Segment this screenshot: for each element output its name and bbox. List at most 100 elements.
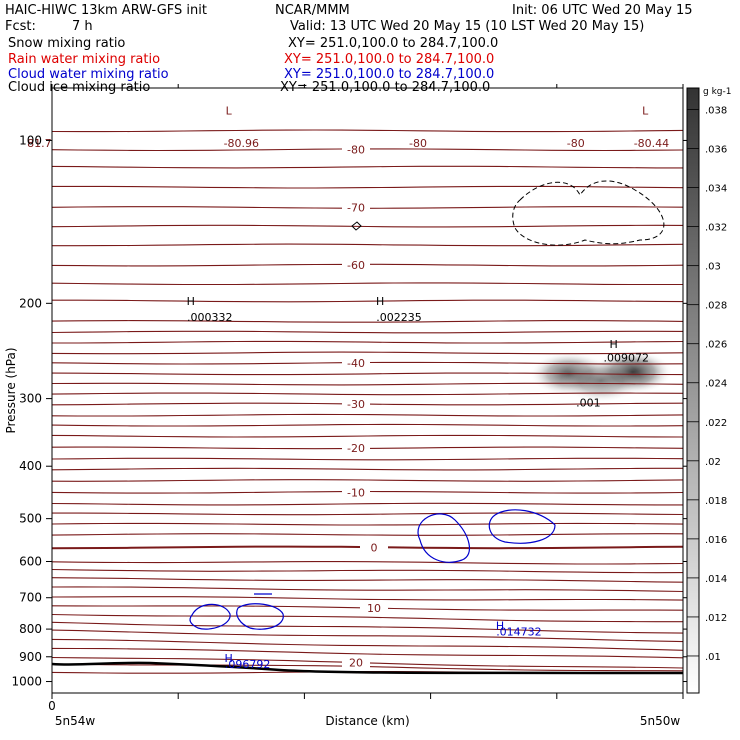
y-axis-label: Pressure (hPa): [4, 347, 18, 433]
y-tick-label-5: 600: [19, 554, 42, 568]
cloud-ice-contour: [512, 180, 665, 246]
colorbar-tick-label-5: .02: [705, 457, 721, 468]
temperature-contour-36: [52, 299, 684, 303]
plot-frame: [51, 87, 684, 694]
temperature-contour-34: [51, 330, 684, 334]
small-contour-diamond: [351, 221, 362, 231]
legend-rain-xy: XY= 251.0,100.0 to 284.7,100.0: [284, 52, 495, 67]
colorbar-tick-label-7: .024: [705, 379, 727, 390]
temperature-contour-28: [51, 392, 684, 396]
x-axis-label: Distance (km): [325, 714, 409, 728]
y-tick-label-8: 900: [19, 650, 42, 664]
colorbar-tick-label-9: .028: [705, 301, 727, 312]
temperature-contour-16: [51, 522, 684, 526]
fcst-label: Fcst:: [5, 19, 36, 34]
extrema-label-0: L: [226, 104, 233, 117]
colorbar-tick-label-14: .038: [705, 106, 727, 117]
snow-shading-2: [560, 358, 641, 403]
extrema-label-6: 81.7: [27, 137, 52, 150]
contour-label-19: -10: [347, 486, 365, 499]
org-label: NCAR/MMM: [275, 3, 350, 18]
temperature-contour-29: [51, 382, 684, 386]
temperature-contour-5: [51, 629, 684, 643]
extrema-label-5: -80: [567, 137, 585, 150]
y-tick-label-3: 400: [19, 459, 42, 473]
cloud-water-contour-3: [189, 603, 231, 630]
colorbar-tick-label-4: .018: [705, 496, 727, 507]
temperature-contour-17: [52, 512, 684, 516]
contour-label-14: 0: [371, 541, 378, 554]
temperature-contour-7: [51, 613, 683, 623]
temperature-contour-6: [51, 621, 684, 634]
colorbar: [686, 87, 700, 694]
extrema-label-14: H: [496, 620, 504, 633]
contour-label-bg-31: [342, 357, 370, 370]
contour-label-bg-27: [342, 398, 370, 411]
contour-label-38: -60: [347, 259, 365, 272]
extrema-label-15: .014732: [496, 625, 542, 638]
y-tick-label-6: 700: [19, 591, 42, 605]
contour-label-41: -70: [347, 201, 365, 214]
plot-title: HAIC-HIWC 13km ARW-GFS init: [5, 3, 207, 18]
legend-cloudwater-xy: XY= 251.0,100.0 to 284.7,100.0: [284, 67, 495, 82]
temperature-contour-26: [51, 413, 684, 417]
temperature-contour-24: [51, 434, 684, 438]
temperature-contour-20: [51, 479, 684, 482]
temperature-contour-45: [51, 129, 684, 133]
temperature-contour-12: [51, 568, 684, 574]
extrema-label-16: H: [225, 652, 233, 665]
temperature-contour-22: [51, 457, 684, 461]
contour-label-bg-38: [342, 259, 370, 272]
temperature-contour-25: [51, 423, 684, 427]
legend-cloudwater-label: Cloud water mixing ratio: [8, 67, 169, 82]
contour-label-8: 10: [367, 602, 381, 615]
contour-label-bg-44: [342, 143, 370, 156]
colorbar-tick-label-13: .036: [705, 145, 727, 156]
colorbar-tick-label-11: .032: [705, 223, 727, 234]
contour-label-bg-8: [360, 602, 388, 615]
init-time: Init: 06 UTC Wed 20 May 15: [512, 3, 693, 18]
x-zero-label: 0: [48, 699, 56, 713]
contour-label-bg-14: [360, 541, 388, 554]
valid-time: Valid: 13 UTC Wed 20 May 15 (10 LST Wed …: [290, 19, 645, 34]
temperature-contour-40: [51, 224, 684, 228]
fcst-value: 7 h: [72, 19, 93, 34]
temperature-contour-39: [52, 243, 684, 247]
x-start-label: 5n54w: [55, 714, 96, 728]
extrema-label-11: H: [609, 338, 617, 351]
colorbar-tick-label-12: .034: [705, 184, 727, 195]
contour-label-44: -80: [347, 144, 365, 157]
legend-snow-label: Snow mixing ratio: [8, 36, 126, 51]
temperature-contour-21: [51, 467, 683, 471]
extrema-label-10: .002235: [376, 311, 422, 324]
contour-label-bg-23: [342, 441, 370, 454]
temperature-contour-9: [51, 596, 684, 601]
temperature-contour-37: [51, 282, 683, 286]
extrema-label-17: .096792: [225, 658, 271, 671]
y-tick-label-4: 500: [19, 512, 42, 526]
colorbar-tick-label-6: .022: [705, 418, 727, 429]
extrema-label-2: L: [642, 104, 649, 117]
y-tick-label-1: 200: [19, 296, 42, 310]
colorbar-tick-label-3: .016: [705, 535, 727, 546]
temperature-contour-15: [51, 533, 684, 536]
temperature-contour-35: [51, 320, 684, 323]
contour-label-bg-19: [342, 486, 370, 499]
extrema-label-4: -80: [409, 137, 427, 150]
extrema-label-9: H: [376, 295, 384, 308]
colorbar-unit: g kg-1: [703, 87, 731, 97]
y-tick-label-2: 300: [19, 392, 42, 406]
temperature-contour-42: [52, 185, 684, 189]
temperature-contour-10: [51, 586, 684, 593]
cloud-water-contour-4: [236, 603, 284, 630]
extrema-label-13: .001: [576, 396, 601, 409]
colorbar-tick-label-8: .026: [705, 340, 727, 351]
y-tick-label-7: 800: [19, 622, 42, 636]
temperature-contour-11: [51, 577, 684, 583]
temperature-contour-18: [51, 502, 683, 506]
temperature-contour-43: [51, 165, 683, 169]
temperature-contour-33: [52, 340, 684, 344]
legend-rain-label: Rain water mixing ratio: [8, 52, 161, 67]
temperature-contour-13: [51, 561, 684, 565]
